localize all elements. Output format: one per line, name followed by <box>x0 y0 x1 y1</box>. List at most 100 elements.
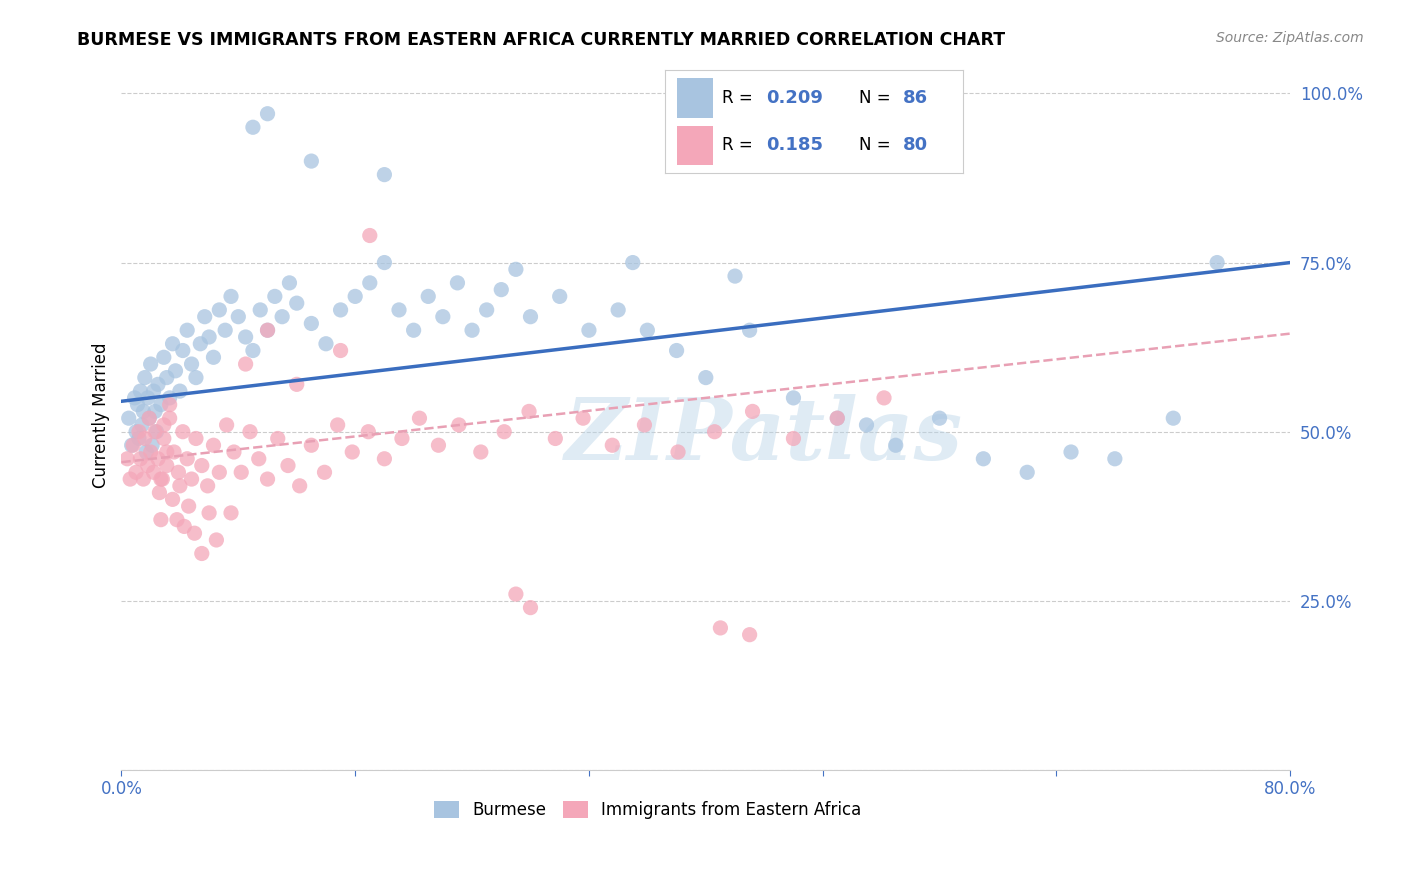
Point <box>162 492 184 507</box>
Point <box>494 425 516 439</box>
Point <box>256 472 278 486</box>
Point <box>159 398 181 412</box>
Point <box>132 404 155 418</box>
Point <box>408 411 430 425</box>
Point <box>666 445 689 459</box>
Point <box>177 499 200 513</box>
Point <box>738 323 761 337</box>
Point <box>572 411 595 425</box>
Point <box>418 289 440 303</box>
Point <box>621 255 644 269</box>
Point <box>256 323 278 337</box>
Point <box>202 438 225 452</box>
Point <box>1017 465 1039 479</box>
Point <box>517 404 540 418</box>
Point <box>169 479 191 493</box>
Point <box>1161 411 1184 425</box>
Point <box>432 310 454 324</box>
Point <box>118 411 141 425</box>
Point <box>607 302 630 317</box>
Point <box>738 628 761 642</box>
Point <box>143 404 166 418</box>
Point <box>139 445 162 459</box>
Point <box>202 351 225 365</box>
Point <box>326 417 349 432</box>
Point <box>159 411 181 425</box>
Point <box>447 417 470 432</box>
Point <box>122 438 145 452</box>
Point <box>165 364 187 378</box>
Point <box>782 432 804 446</box>
Point <box>299 317 322 331</box>
Point <box>344 289 367 303</box>
Point <box>127 398 149 412</box>
Point <box>219 506 242 520</box>
Point <box>446 276 468 290</box>
Point <box>149 472 172 486</box>
Point <box>128 425 150 439</box>
Point <box>134 432 156 446</box>
Point <box>148 485 170 500</box>
Point <box>285 377 308 392</box>
Point <box>215 417 238 432</box>
Point <box>1206 255 1229 269</box>
Point <box>136 458 159 473</box>
Point <box>299 438 322 452</box>
Text: ZIPatlas: ZIPatlas <box>565 394 963 478</box>
Point <box>184 370 207 384</box>
Point <box>231 465 253 479</box>
Point <box>172 343 194 358</box>
Point <box>180 357 202 371</box>
Point <box>249 302 271 317</box>
Point <box>519 310 541 324</box>
Point <box>391 432 413 446</box>
Point <box>139 357 162 371</box>
Point <box>695 370 717 384</box>
Point <box>191 547 214 561</box>
Point <box>235 357 257 371</box>
Point <box>256 323 278 337</box>
Point <box>149 398 172 412</box>
Point <box>359 228 381 243</box>
Y-axis label: Currently Married: Currently Married <box>93 342 110 488</box>
Point <box>226 310 249 324</box>
Point <box>267 432 290 446</box>
Point <box>153 417 176 432</box>
Point <box>117 451 139 466</box>
Point <box>162 336 184 351</box>
Point <box>402 323 425 337</box>
Point <box>600 438 623 452</box>
Point <box>359 276 381 290</box>
Legend: Burmese, Immigrants from Eastern Africa: Burmese, Immigrants from Eastern Africa <box>427 794 868 826</box>
Point <box>373 168 395 182</box>
Point <box>855 417 877 432</box>
Point <box>208 302 231 317</box>
Point <box>120 472 142 486</box>
Point <box>173 519 195 533</box>
Point <box>470 445 492 459</box>
Point <box>299 154 322 169</box>
Point <box>149 513 172 527</box>
Point <box>271 310 294 324</box>
Point <box>278 276 301 290</box>
Point <box>143 425 166 439</box>
Point <box>121 438 143 452</box>
Point <box>827 411 849 425</box>
Point <box>288 479 311 493</box>
Point <box>1060 445 1083 459</box>
Point <box>314 465 336 479</box>
Point <box>125 465 148 479</box>
Point <box>242 343 264 358</box>
Point <box>166 513 188 527</box>
Point <box>373 451 395 466</box>
Point <box>167 465 190 479</box>
Point <box>427 438 450 452</box>
Point <box>150 472 173 486</box>
Point <box>197 479 219 493</box>
Point <box>138 411 160 425</box>
Point <box>329 343 352 358</box>
Point <box>145 425 167 439</box>
Point <box>131 417 153 432</box>
Point <box>156 370 179 384</box>
Point <box>578 323 600 337</box>
